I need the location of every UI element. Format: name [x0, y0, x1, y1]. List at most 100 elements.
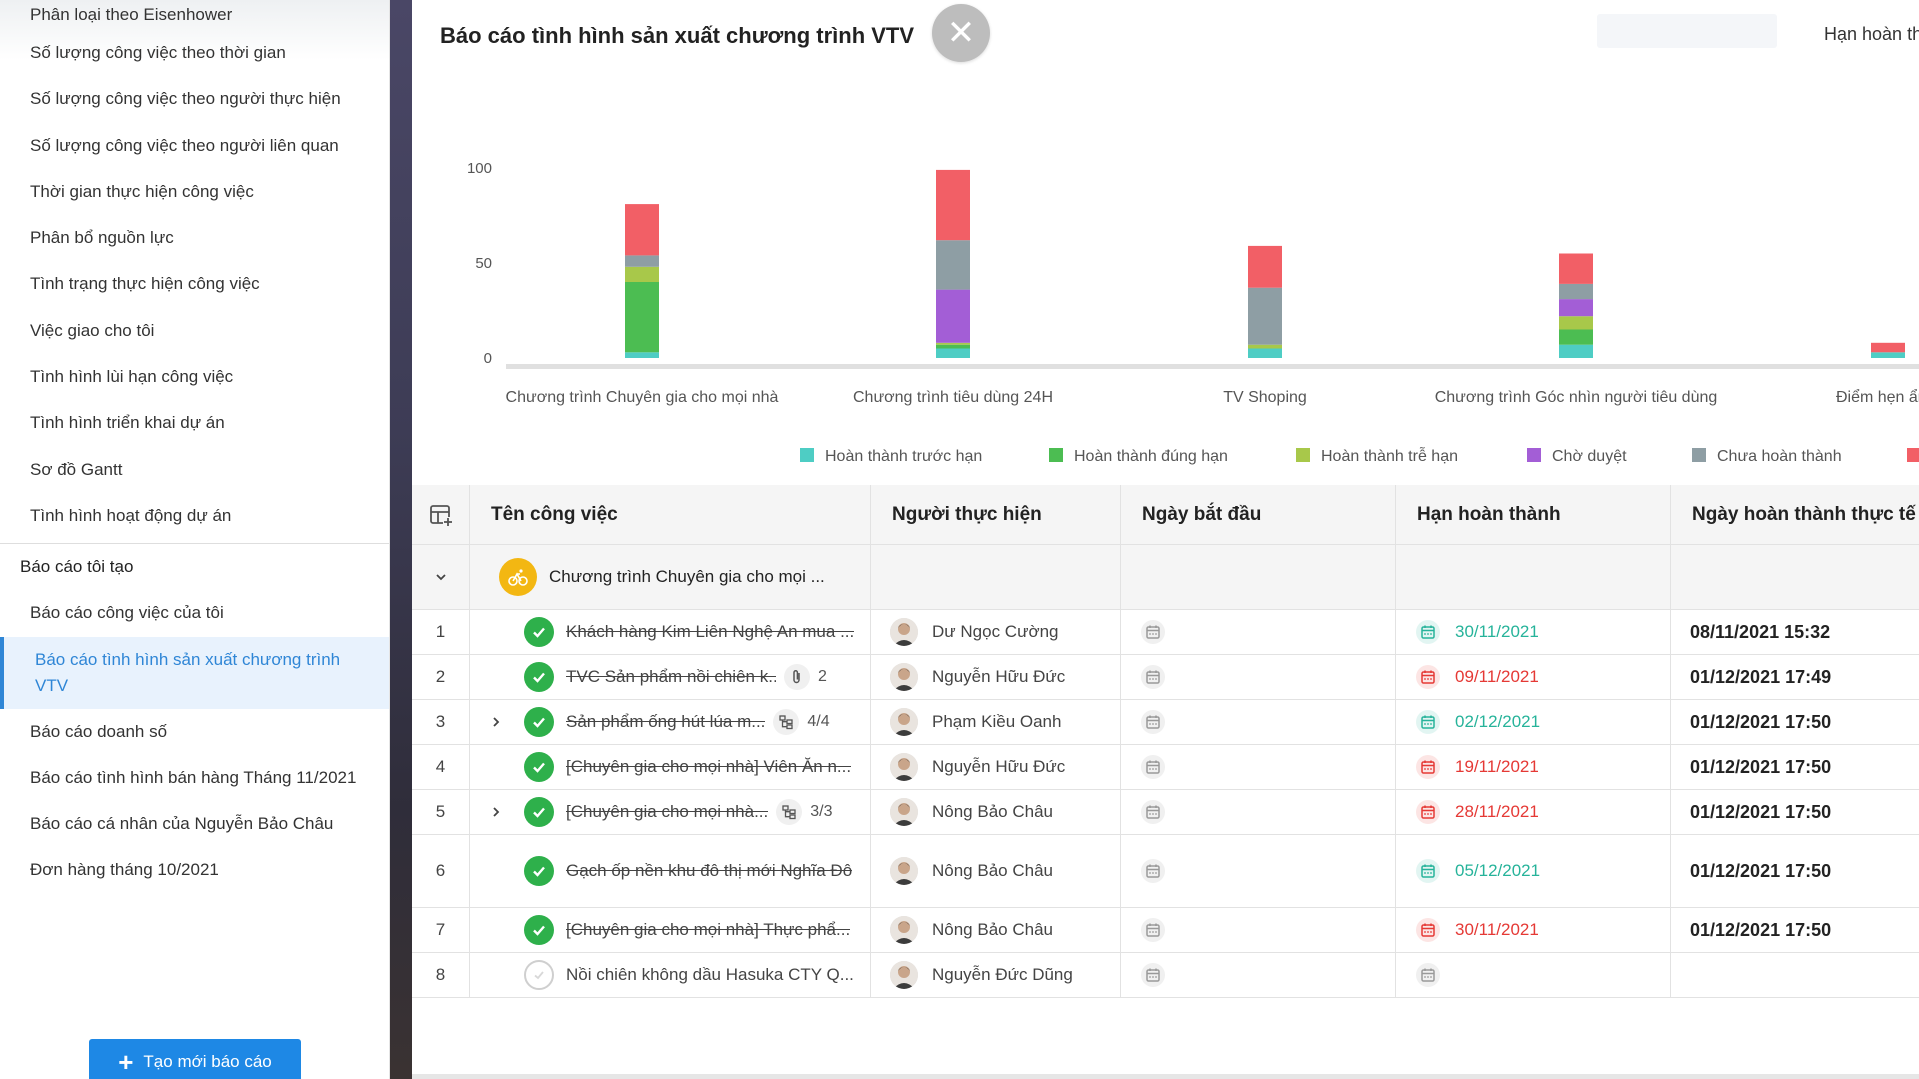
nav-item-project-rollout[interactable]: Tình hình triển khai dự án — [30, 413, 225, 433]
chevron-right-icon[interactable] — [491, 700, 507, 744]
column-header[interactable]: Người thực hiện — [892, 503, 1042, 525]
start-date-cell[interactable] — [1140, 953, 1200, 997]
nav-item-sales-report[interactable]: Báo cáo doanh số — [30, 721, 168, 741]
task-name[interactable]: [Chuyên gia cho mọi nhà] Thực phẩ... — [566, 920, 851, 939]
start-date-cell[interactable] — [1140, 745, 1200, 789]
deadline-cell[interactable]: 30/11/2021 — [1415, 908, 1670, 952]
nav-item-tasks-by-time[interactable]: Số lượng công việc theo thời gian — [30, 43, 286, 62]
add-column-icon[interactable] — [412, 485, 469, 544]
nav-item-personal-report[interactable]: Báo cáo cá nhân của Nguyễn Bảo Châu — [30, 814, 334, 834]
task-name-cell[interactable]: [Chuyên gia cho mọi nhà] Viên Ăn n... — [524, 745, 863, 789]
chevron-down-icon[interactable] — [412, 545, 469, 609]
nav-item-deadline-delays[interactable]: Tình hình lùi hạn công việc — [30, 367, 234, 387]
assignee-cell[interactable]: Dư Ngọc Cường — [890, 610, 1120, 654]
nav-item-vtv-production-report[interactable]: Báo cáo tình hình sản xuất chương trình … — [0, 636, 389, 709]
header-action-button[interactable] — [1597, 14, 1777, 48]
calendar-icon[interactable] — [1140, 754, 1166, 780]
assignee-cell[interactable]: Nông Bảo Châu — [890, 790, 1120, 834]
calendar-icon[interactable] — [1140, 858, 1166, 884]
calendar-icon[interactable] — [1140, 709, 1166, 735]
chevron-right-icon[interactable] — [491, 790, 507, 834]
deadline-cell[interactable]: 19/11/2021 — [1415, 745, 1670, 789]
task-name[interactable]: Gạch ốp nền khu đô thị mới Nghĩa Đô — [566, 861, 853, 880]
assignee-cell[interactable]: Phạm Kiều Oanh — [890, 700, 1120, 744]
task-name-cell[interactable]: Khách hàng Kim Liên Nghệ An mua ... — [524, 610, 863, 654]
calendar-icon[interactable] — [1415, 709, 1441, 735]
assignee-cell[interactable]: Nguyễn Đức Dũng — [890, 953, 1120, 997]
check-circle-icon[interactable] — [524, 707, 554, 737]
start-date-cell[interactable] — [1140, 655, 1200, 699]
table-row[interactable]: 8 Nồi chiên không dầu Hasuka CTY Q... Nguy… — [412, 953, 1919, 998]
task-name-cell[interactable]: Sản phẩm ống hút lúa m... 4/4 — [524, 700, 863, 744]
nav-item-execution-time[interactable]: Thời gian thực hiện công việc — [30, 181, 254, 201]
table-row[interactable]: 1 Khách hàng Kim Liên Nghệ An mua ... Dư N… — [412, 610, 1919, 655]
deadline-cell[interactable]: 02/12/2021 — [1415, 700, 1670, 744]
create-report-button[interactable]: + Tạo mới báo cáo — [89, 1039, 301, 1079]
table-row[interactable]: 7 [Chuyên gia cho mọi nhà] Thực phẩ... Nôn… — [412, 908, 1919, 953]
close-button[interactable]: ✕ — [932, 4, 990, 62]
deadline-cell[interactable]: 28/11/2021 — [1415, 790, 1670, 834]
table-row[interactable]: 2 TVC Sản phẩm nồi chiên k... 2 Nguyễn Hữu … — [412, 655, 1919, 700]
assignee-cell[interactable]: Nông Bảo Châu — [890, 835, 1120, 907]
task-name[interactable]: Nồi chiên không dầu Hasuka CTY Q... — [566, 965, 854, 984]
group-row[interactable]: Chương trình Chuyên gia cho mọi ... — [412, 545, 1919, 610]
column-header[interactable]: Ngày hoàn thành thực tế — [1692, 503, 1916, 525]
start-date-cell[interactable] — [1140, 790, 1200, 834]
check-circle-icon[interactable] — [524, 752, 554, 782]
start-date-cell[interactable] — [1140, 835, 1200, 907]
nav-item-task-status[interactable]: Tình trạng thực hiện công việc — [30, 274, 260, 294]
nav-item-project-activity[interactable]: Tình hình hoạt động dự án — [30, 505, 232, 525]
column-header[interactable]: Hạn hoàn thành — [1417, 503, 1561, 525]
task-name[interactable]: Khách hàng Kim Liên Nghệ An mua ... — [566, 622, 855, 641]
nav-item-oct-orders[interactable]: Đơn hàng tháng 10/2021 — [30, 860, 219, 880]
check-circle-icon[interactable] — [524, 797, 554, 827]
task-name-cell[interactable]: TVC Sản phẩm nồi chiên k... 2 — [524, 655, 863, 699]
calendar-icon[interactable] — [1415, 962, 1441, 988]
check-circle-icon[interactable] — [524, 617, 554, 647]
task-name-cell[interactable]: Gạch ốp nền khu đô thị mới Nghĩa Đô — [524, 835, 863, 907]
task-name[interactable]: [Chuyên gia cho mọi nhà] Viên Ăn n... — [566, 757, 852, 776]
nav-item-eisenhower[interactable]: Phân loại theo Eisenhower — [30, 5, 233, 24]
column-header[interactable]: Tên công việc — [491, 503, 618, 525]
calendar-icon[interactable] — [1415, 858, 1441, 884]
start-date-cell[interactable] — [1140, 908, 1200, 952]
table-row[interactable]: 6 Gạch ốp nền khu đô thị mới Nghĩa Đô Nông… — [412, 835, 1919, 908]
calendar-icon[interactable] — [1140, 799, 1166, 825]
deadline-cell[interactable]: 09/11/2021 — [1415, 655, 1670, 699]
task-name[interactable]: TVC Sản phẩm nồi chiên k... — [566, 667, 776, 686]
empty-check-icon[interactable] — [524, 960, 554, 990]
calendar-icon[interactable] — [1140, 664, 1166, 690]
task-name[interactable]: Sản phẩm ống hút lúa m... — [566, 712, 766, 731]
assignee-cell[interactable]: Nguyễn Hữu Đức — [890, 745, 1120, 789]
start-date-cell[interactable] — [1140, 610, 1200, 654]
calendar-icon[interactable] — [1140, 917, 1166, 943]
deadline-cell[interactable]: 05/12/2021 — [1415, 835, 1670, 907]
assignee-cell[interactable]: Nông Bảo Châu — [890, 908, 1120, 952]
column-header[interactable]: Ngày bắt đầu — [1142, 503, 1262, 525]
calendar-icon[interactable] — [1415, 619, 1441, 645]
task-name-cell[interactable]: Nồi chiên không dầu Hasuka CTY Q... — [524, 953, 863, 997]
assignee-cell[interactable]: Nguyễn Hữu Đức — [890, 655, 1120, 699]
table-row[interactable]: 3 Sản phẩm ống hút lúa m... 4/4 Phạm Kiều O… — [412, 700, 1919, 745]
calendar-icon[interactable] — [1415, 754, 1441, 780]
start-date-cell[interactable] — [1140, 700, 1200, 744]
check-circle-icon[interactable] — [524, 856, 554, 886]
check-circle-icon[interactable] — [524, 662, 554, 692]
nav-item-resource-allocation[interactable]: Phân bổ nguồn lực — [30, 228, 174, 248]
task-name-cell[interactable]: [Chuyên gia cho mọi nhà... 3/3 — [524, 790, 863, 834]
deadline-filter-label[interactable]: Hạn hoàn th — [1824, 24, 1919, 44]
nav-item-nov-sales-report[interactable]: Báo cáo tình hình bán hàng Tháng 11/2021 — [30, 767, 357, 787]
check-circle-icon[interactable] — [524, 915, 554, 945]
table-row[interactable]: 4 [Chuyên gia cho mọi nhà] Viên Ăn n... Ng… — [412, 745, 1919, 790]
calendar-icon[interactable] — [1415, 664, 1441, 690]
calendar-icon[interactable] — [1140, 962, 1166, 988]
task-name[interactable]: [Chuyên gia cho mọi nhà... — [566, 802, 769, 821]
nav-item-tasks-by-related[interactable]: Số lượng công việc theo người liên quan — [30, 135, 339, 155]
table-row[interactable]: 5 [Chuyên gia cho mọi nhà... 3/3 Nông Bảo C… — [412, 790, 1919, 835]
deadline-cell[interactable] — [1415, 953, 1670, 997]
nav-item-assigned-to-me[interactable]: Việc giao cho tôi — [30, 320, 155, 340]
nav-item-gantt[interactable]: Sơ đồ Gantt — [30, 459, 123, 479]
deadline-cell[interactable]: 30/11/2021 — [1415, 610, 1670, 654]
horizontal-scrollbar[interactable] — [412, 1074, 1919, 1079]
calendar-icon[interactable] — [1415, 917, 1441, 943]
